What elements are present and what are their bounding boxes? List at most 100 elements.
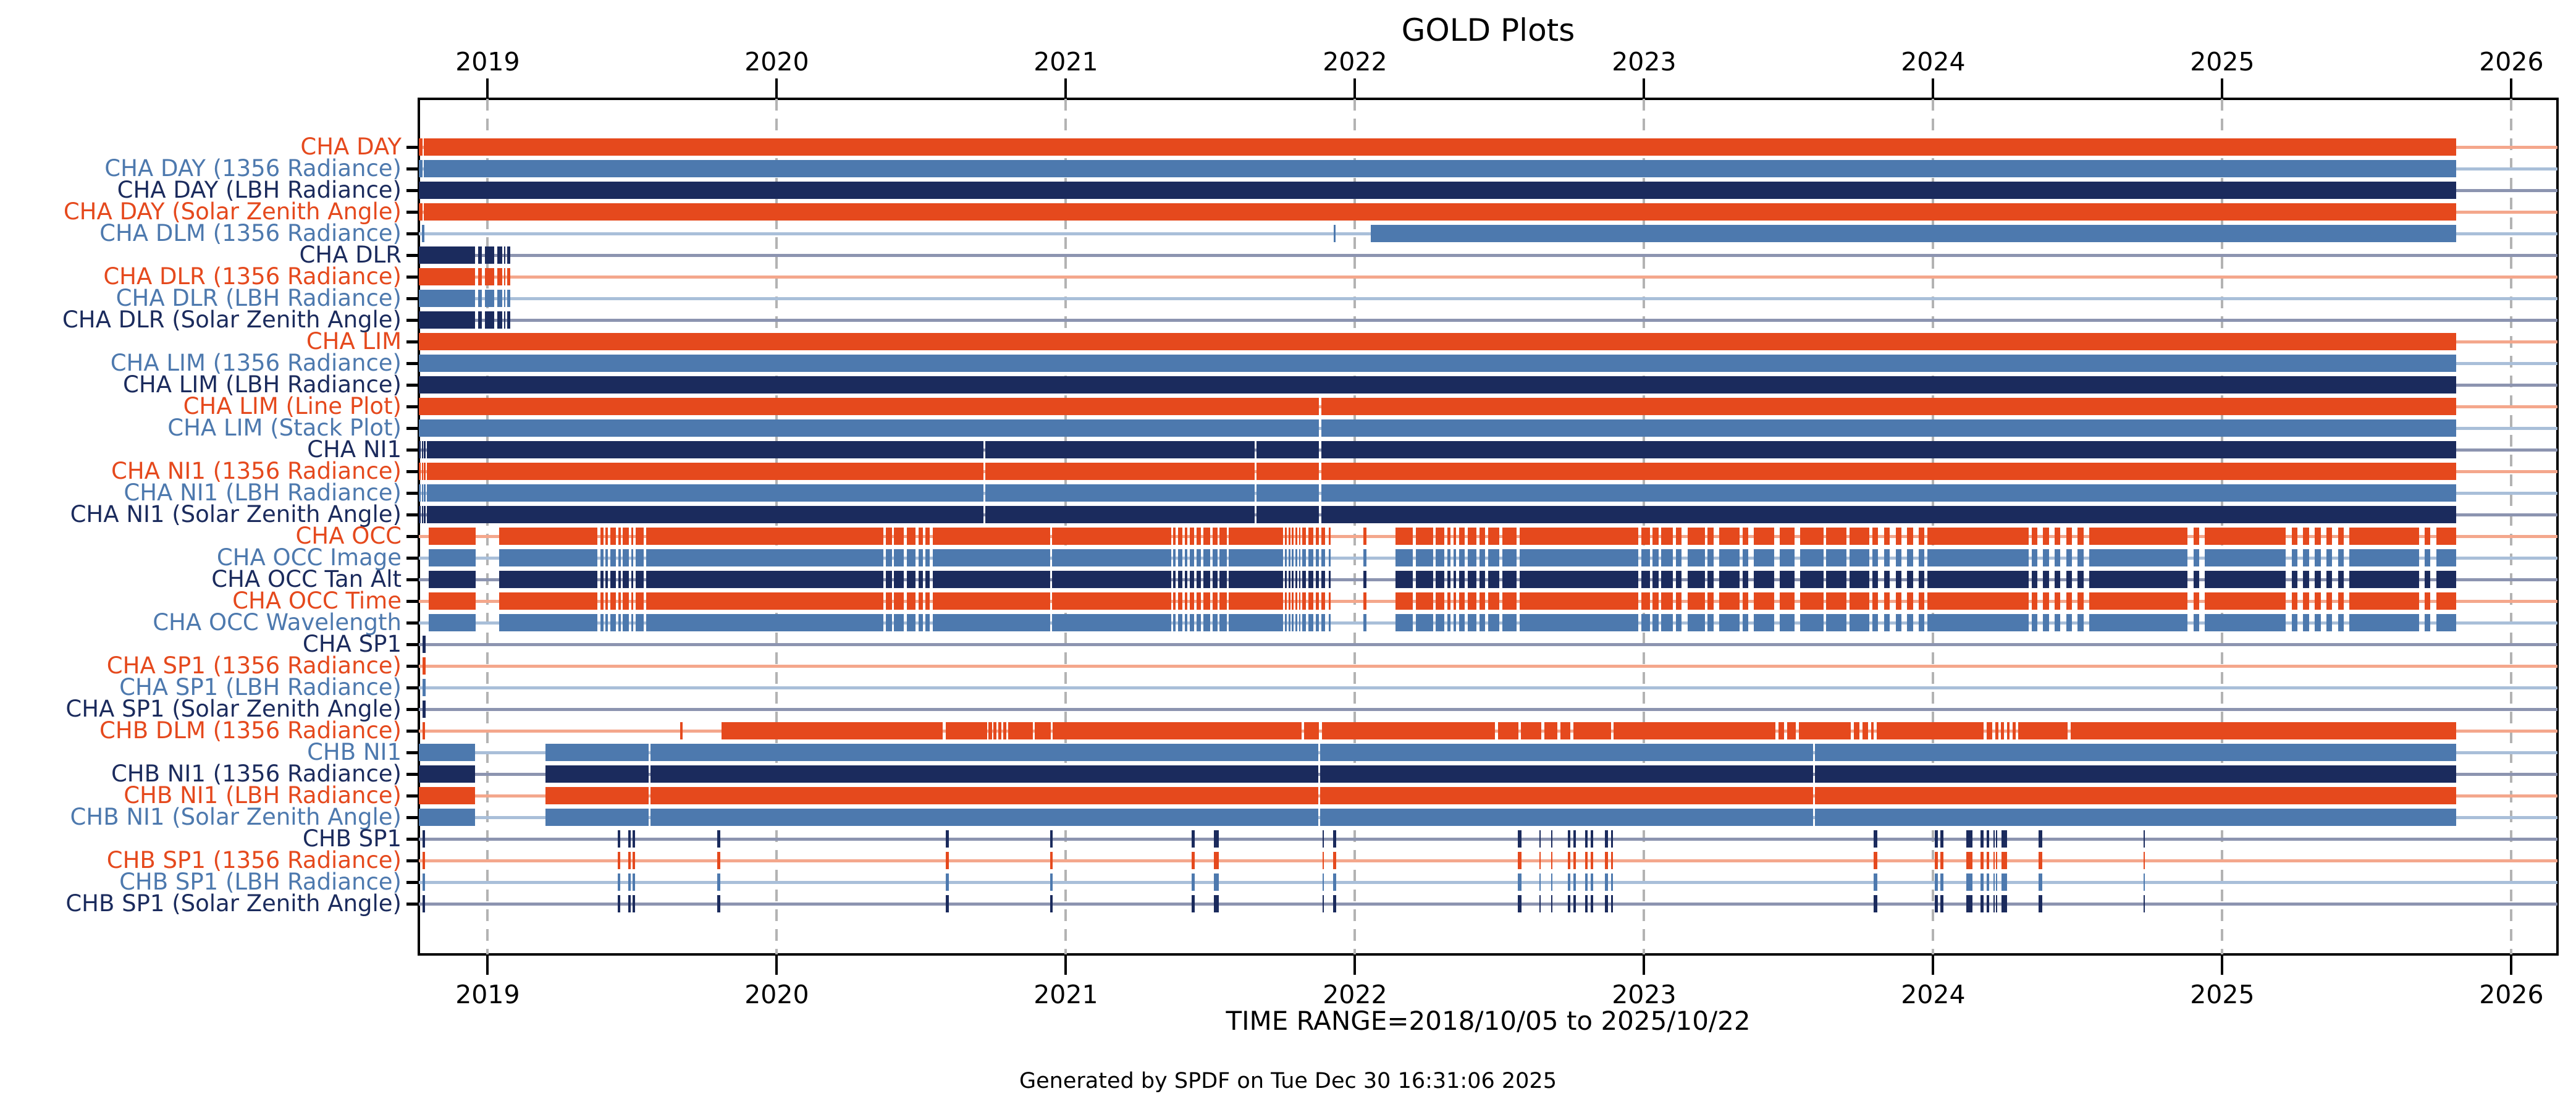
data-tick — [1551, 852, 1552, 869]
bar-segment — [1292, 549, 1294, 566]
bar-segment — [545, 787, 649, 804]
data-tick — [1551, 895, 1552, 912]
bar-segment — [1780, 528, 1795, 545]
bar-segment — [2066, 614, 2073, 631]
bar-segment — [1754, 592, 1774, 610]
bar-segment — [1329, 549, 1331, 566]
bar-segment — [1051, 549, 1172, 566]
y-tick-cha-sp1-solar-zenith-angle — [406, 708, 419, 711]
data-tick — [1322, 852, 1324, 869]
row-label-cha-sp1-solar-zenith-angle: CHA SP1 (Solar Zenith Angle) — [65, 696, 402, 722]
bar-segment — [1652, 528, 1659, 545]
y-tick-cha-dlr-lbh-radiance — [406, 297, 419, 300]
bar-segment — [1895, 614, 1901, 631]
bar-segment — [427, 463, 983, 480]
bar-segment — [1742, 571, 1748, 588]
bar-segment — [507, 311, 511, 329]
bar-segment — [1675, 571, 1682, 588]
bar-segment — [545, 744, 649, 761]
bar-segment — [419, 744, 475, 761]
bar-segment — [1707, 528, 1714, 545]
gridline-2021 — [1064, 99, 1067, 954]
bar-segment — [1641, 592, 1650, 610]
bar-segment — [600, 571, 604, 588]
bar-segment — [906, 549, 915, 566]
bar-segment — [1288, 549, 1290, 566]
row-label-cha-day-1356-radiance: CHA DAY (1356 Radiance) — [104, 155, 402, 182]
bar-segment — [1196, 571, 1202, 588]
data-tick — [2001, 873, 2007, 891]
bar-segment — [478, 290, 482, 307]
bar-segment — [2205, 592, 2286, 610]
bar-segment — [1436, 614, 1445, 631]
bar-segment — [631, 549, 634, 566]
data-tick — [1050, 852, 1053, 869]
bar-segment — [1203, 614, 1211, 631]
bar-segment — [1895, 571, 1901, 588]
data-tick — [1539, 852, 1541, 869]
gridline-2020 — [775, 99, 778, 954]
bar-segment — [1907, 549, 1913, 566]
bar-segment — [1213, 614, 1218, 631]
bar-segment — [1308, 614, 1313, 631]
bar-segment — [1415, 592, 1433, 610]
y-tick-chb-sp1-lbh-radiance — [406, 881, 419, 884]
row-baseline-cha-sp1 — [419, 643, 2557, 646]
top-tick-2022 — [1353, 78, 1357, 99]
data-tick — [1591, 873, 1594, 891]
bottom-year-label-2023: 2023 — [1612, 980, 1677, 1009]
row-label-cha-occ-tan-alt: CHA OCC Tan Alt — [211, 566, 402, 592]
y-tick-cha-lim-lbh-radiance — [406, 384, 419, 387]
bar-segment — [600, 549, 604, 566]
bar-segment — [424, 138, 2457, 156]
bar-segment — [419, 160, 423, 177]
data-tick — [1518, 873, 1522, 891]
bar-segment — [2315, 592, 2321, 610]
bar-segment — [1687, 549, 1705, 566]
bar-segment — [2205, 549, 2286, 566]
bar-segment — [1302, 549, 1306, 566]
bar-segment — [1872, 571, 1879, 588]
data-tick — [423, 852, 426, 869]
data-tick — [1333, 830, 1337, 848]
bar-segment — [998, 722, 1001, 739]
bar-segment — [1798, 722, 1851, 739]
bar-segment — [2043, 528, 2049, 545]
data-tick — [2001, 830, 2007, 848]
bar-segment — [2315, 571, 2321, 588]
bar-segment — [894, 571, 904, 588]
bar-segment — [1800, 614, 1824, 631]
bar-segment — [1189, 592, 1195, 610]
bar-segment — [1520, 592, 1639, 610]
bar-segment — [1661, 592, 1673, 610]
row-label-cha-occ: CHA OCC — [295, 523, 402, 549]
data-tick — [632, 830, 635, 848]
bar-segment — [906, 571, 915, 588]
bar-segment — [1675, 549, 1682, 566]
bar-segment — [478, 311, 482, 329]
data-tick — [1611, 852, 1614, 869]
bar-segment — [1292, 528, 1294, 545]
bar-segment — [419, 809, 475, 826]
bar-segment — [2315, 549, 2321, 566]
bar-segment — [1652, 592, 1659, 610]
bar-segment — [1884, 571, 1890, 588]
bar-segment — [894, 549, 904, 566]
row-label-cha-day: CHA DAY — [300, 133, 402, 160]
row-label-cha-ni1-1356-radiance: CHA NI1 (1356 Radiance) — [111, 458, 402, 484]
bar-segment — [1652, 549, 1659, 566]
bar-segment — [933, 571, 1050, 588]
bar-segment — [618, 528, 621, 545]
bar-segment — [1315, 571, 1320, 588]
data-tick — [946, 895, 949, 912]
data-tick — [422, 225, 425, 242]
bar-segment — [1458, 571, 1465, 588]
bar-segment — [605, 592, 608, 610]
bar-segment — [419, 419, 1320, 437]
bar-segment — [600, 592, 604, 610]
bar-segment — [1173, 614, 1176, 631]
bar-segment — [1295, 528, 1297, 545]
data-tick — [717, 873, 721, 891]
bar-segment — [1800, 549, 1824, 566]
bar-segment — [1320, 787, 1814, 804]
